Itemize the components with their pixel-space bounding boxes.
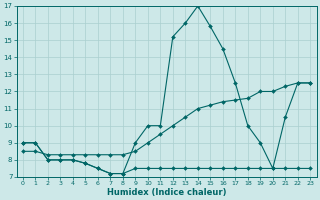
X-axis label: Humidex (Indice chaleur): Humidex (Indice chaleur) (107, 188, 226, 197)
